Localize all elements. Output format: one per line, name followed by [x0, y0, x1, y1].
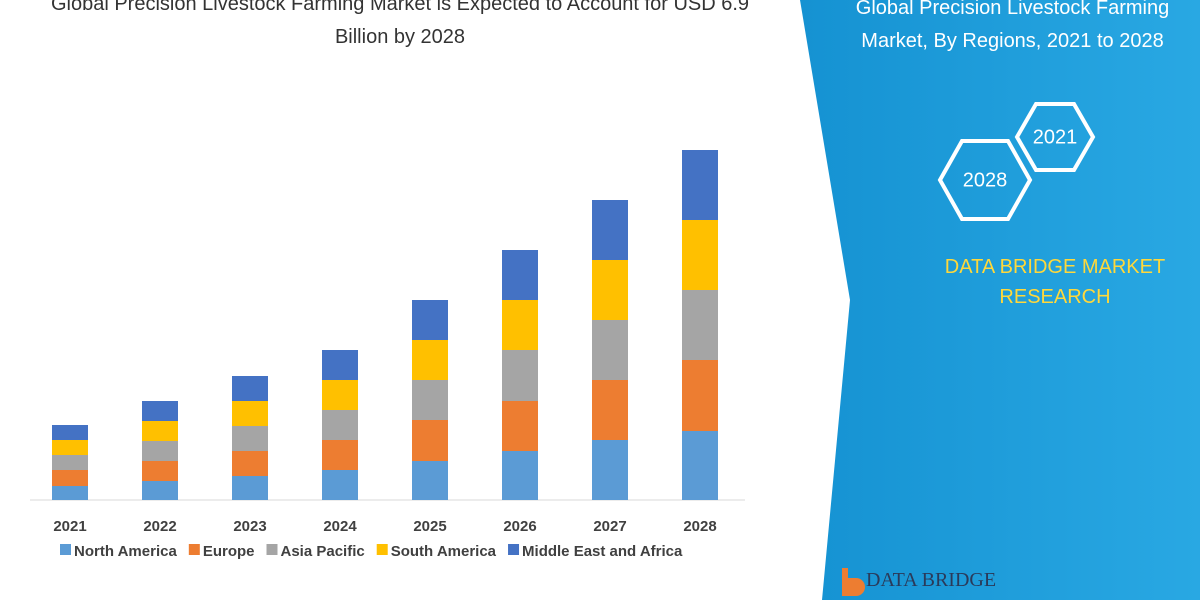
- legend-label: South America: [391, 543, 497, 560]
- hexagon: [937, 139, 1033, 221]
- bar-segment: [322, 380, 358, 410]
- bar-segment: [502, 350, 538, 401]
- x-tick-label: 2026: [503, 518, 536, 535]
- bar-segment: [52, 455, 88, 470]
- hexagon: [1014, 102, 1096, 172]
- x-tick-label: 2024: [323, 518, 357, 535]
- logo-icon: [842, 568, 865, 596]
- bar-segment: [592, 260, 628, 320]
- side-panel: [800, 0, 1200, 600]
- legend-swatch: [60, 544, 71, 555]
- bar-segment: [682, 220, 718, 290]
- bar-segment: [502, 300, 538, 350]
- bar-segment: [592, 440, 628, 500]
- bar-segment: [502, 451, 538, 500]
- bar-segment: [412, 461, 448, 500]
- bar-segment: [232, 476, 268, 500]
- legend-label: North America: [74, 543, 177, 560]
- logo-text: DATA BRIDGE: [866, 569, 996, 591]
- x-tick-label: 2023: [233, 518, 266, 535]
- bar-segment: [52, 425, 88, 440]
- bar-segment: [682, 150, 718, 220]
- bar-segment: [322, 350, 358, 380]
- bar-segment: [142, 481, 178, 500]
- bar-segment: [682, 431, 718, 500]
- bar-segment: [142, 421, 178, 441]
- bar-segment: [52, 486, 88, 500]
- bar-segment: [682, 290, 718, 360]
- hexagon-label: 2021: [1033, 126, 1078, 148]
- legend-swatch: [188, 544, 200, 555]
- legend-swatch: [266, 544, 278, 555]
- legend-label: Asia Pacific: [281, 543, 365, 560]
- bar-segment: [412, 380, 448, 420]
- x-tick-label: 2022: [143, 518, 176, 535]
- legend-label: Middle East and Africa: [522, 543, 683, 560]
- x-tick-label: 2028: [683, 518, 716, 535]
- bar-segment: [322, 470, 358, 500]
- bar-segment: [592, 200, 628, 260]
- bar-segment: [142, 461, 178, 481]
- x-tick-label: 2021: [53, 518, 86, 535]
- bar-segment: [232, 451, 268, 476]
- brand: DATA BRIDGE MARKET RESEARCH: [944, 256, 1166, 308]
- bar-segment: [682, 360, 718, 431]
- bar-segment: [142, 441, 178, 461]
- bar-segment: [322, 440, 358, 470]
- legend-swatch: [376, 544, 388, 555]
- hexagon-label: 2028: [963, 169, 1008, 191]
- bar-segment: [412, 300, 448, 340]
- bar-segment: [412, 420, 448, 461]
- bar-segment: [52, 470, 88, 486]
- bar-segment: [232, 401, 268, 426]
- bar-segment: [232, 376, 268, 401]
- bar-segment: [592, 320, 628, 380]
- bar-segment: [142, 401, 178, 421]
- legend-label: Europe: [203, 543, 255, 560]
- bar-segment: [322, 410, 358, 440]
- bar-segment: [502, 250, 538, 300]
- bar-segment: [232, 426, 268, 451]
- panel-title: Global Precision Livestock Farming Marke…: [855, 0, 1170, 52]
- bar-segment: [592, 380, 628, 440]
- x-tick-label: 2027: [593, 518, 626, 535]
- legend-swatch: [508, 544, 520, 555]
- x-tick-label: 2025: [413, 518, 446, 535]
- bar-segment: [412, 340, 448, 380]
- bar-segment: [52, 440, 88, 455]
- bar-segment: [502, 401, 538, 451]
- chart-title: Global Precision Livestock Farming Marke…: [50, 0, 750, 48]
